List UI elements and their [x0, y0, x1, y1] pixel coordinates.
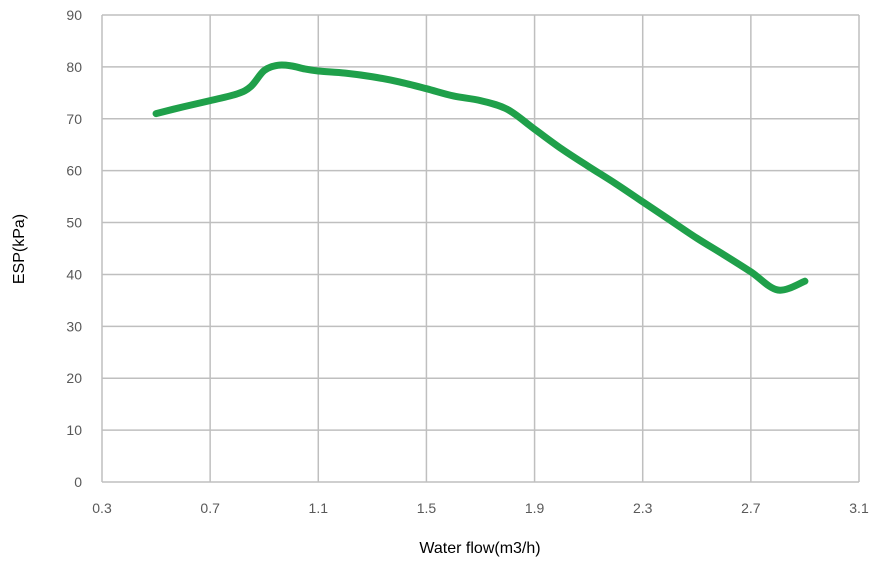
series-line-0 — [152, 61, 809, 294]
x-tick-label: 3.1 — [849, 500, 869, 516]
x-tick-label: 0.7 — [200, 500, 220, 516]
x-tick-label: 1.1 — [309, 500, 329, 516]
y-tick-label: 70 — [66, 111, 82, 127]
x-tick-label: 1.9 — [525, 500, 545, 516]
y-tick-label: 40 — [66, 266, 82, 282]
series-group — [152, 61, 809, 294]
y-axis-title: ESP(kPa) — [11, 214, 28, 284]
y-tick-label: 60 — [66, 163, 82, 179]
horizontal-gridlines — [102, 14, 859, 483]
y-tick-label: 50 — [66, 215, 82, 231]
y-tick-label: 30 — [66, 318, 82, 334]
x-tick-label: 0.3 — [92, 500, 112, 516]
x-tick-label: 2.7 — [741, 500, 761, 516]
y-tick-label: 0 — [74, 474, 82, 490]
x-tick-labels: 0.3 0.7 1.1 1.5 1.9 2.3 2.7 3.1 — [92, 500, 869, 516]
vertical-gridlines — [101, 15, 860, 482]
y-tick-label: 10 — [66, 422, 82, 438]
y-tick-label: 90 — [66, 7, 82, 23]
x-tick-label: 2.3 — [633, 500, 653, 516]
x-tick-label: 1.5 — [417, 500, 437, 516]
y-tick-label: 20 — [66, 370, 82, 386]
y-tick-label: 80 — [66, 59, 82, 75]
x-axis-title: Water flow(m3/h) — [419, 540, 540, 557]
y-tick-labels: 0 10 20 30 40 50 60 70 80 90 — [66, 7, 82, 490]
